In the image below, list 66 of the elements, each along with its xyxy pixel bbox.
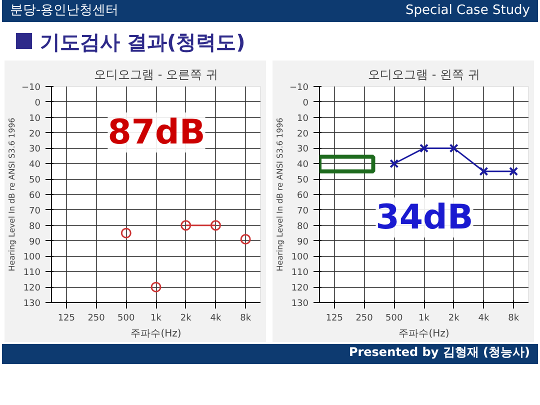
point: [210, 220, 221, 231]
point: [449, 144, 458, 153]
point: [240, 234, 251, 244]
x-axis-title: 주파수(Hz): [130, 328, 182, 340]
x-tick-label: 2k: [180, 314, 192, 324]
x-axis-title: 주파수(Hz): [398, 328, 450, 340]
point: [419, 144, 429, 153]
y-axis-title: Hearing Level In dB re ANSI S3.6 1996: [276, 118, 285, 272]
point: [180, 220, 192, 231]
y-tick-label: 110: [23, 268, 41, 278]
y-axis-title: Hearing Level In dB re ANSI S3.6 1996: [8, 118, 17, 272]
text: Special Case Study: [406, 2, 530, 20]
point: [150, 282, 162, 292]
y-tick-label: 90: [29, 237, 41, 248]
x-tick-label: 125: [326, 314, 344, 324]
y-tick-label: 100: [291, 252, 309, 263]
y-tick-label: 130: [291, 299, 309, 309]
text: 분당-용인난청센터: [10, 2, 119, 20]
text: Presented by 김형재 (청능사): [2, 344, 538, 364]
x-tick-label: 1k: [150, 314, 162, 324]
y-tick-label: 80: [29, 222, 41, 232]
x-tick-label: 500: [118, 314, 136, 324]
x-tick-label: 250: [88, 314, 106, 324]
y-tick-label: 60: [29, 191, 41, 201]
y-tick-label: 0: [34, 98, 41, 108]
y-tick-label: 100: [23, 252, 41, 263]
y-tick-label: 30: [29, 144, 41, 155]
point: [479, 166, 488, 176]
y-tick-label: 40: [29, 160, 41, 170]
y-tick-label: 10: [29, 114, 41, 124]
y-tick-label: 70: [297, 206, 309, 216]
x-tick-label: 4k: [210, 314, 222, 324]
y-tick-label: 110: [291, 268, 309, 278]
y-tick-label: 20: [297, 129, 309, 140]
point: [390, 159, 399, 168]
y-tick-label: 50: [297, 176, 309, 186]
y-tick-label: 40: [297, 160, 309, 170]
x-tick-label: 2k: [448, 314, 460, 324]
point: [509, 166, 518, 176]
x-tick-label: 4k: [478, 314, 490, 324]
x-tick-label: 8k: [508, 314, 520, 324]
y-tick-label: 80: [297, 222, 309, 232]
x-tick-label: 250: [356, 314, 374, 324]
y-tick-label: −10: [290, 83, 309, 93]
y-tick-label: 60: [297, 191, 309, 201]
text: 기도검사 결과(청력도): [39, 29, 246, 56]
x-tick-label: 125: [58, 314, 76, 324]
y-tick-label: 10: [297, 114, 309, 124]
x-tick-label: 500: [386, 314, 404, 324]
y-tick-label: 120: [291, 284, 309, 294]
x-tick-label: 8k: [240, 314, 252, 324]
y-tick-label: 70: [29, 206, 41, 216]
point: [120, 228, 132, 238]
y-tick-label: 120: [23, 284, 41, 294]
y-tick-label: 20: [29, 129, 41, 140]
y-tick-label: 130: [23, 299, 41, 309]
chart-title: 오디오그램 - 오른쪽 귀: [94, 68, 218, 82]
y-tick-label: 50: [29, 176, 41, 186]
y-tick-label: 0: [302, 98, 309, 108]
annotation: 87dB: [108, 112, 206, 152]
y-tick-label: 30: [297, 144, 309, 155]
x-tick-label: 1k: [418, 314, 430, 324]
y-tick-label: −10: [22, 83, 41, 93]
annotation: 34dB: [376, 198, 474, 238]
y-tick-label: 90: [297, 237, 309, 248]
chart-title: 오디오그램 - 왼쪽 귀: [368, 68, 480, 82]
